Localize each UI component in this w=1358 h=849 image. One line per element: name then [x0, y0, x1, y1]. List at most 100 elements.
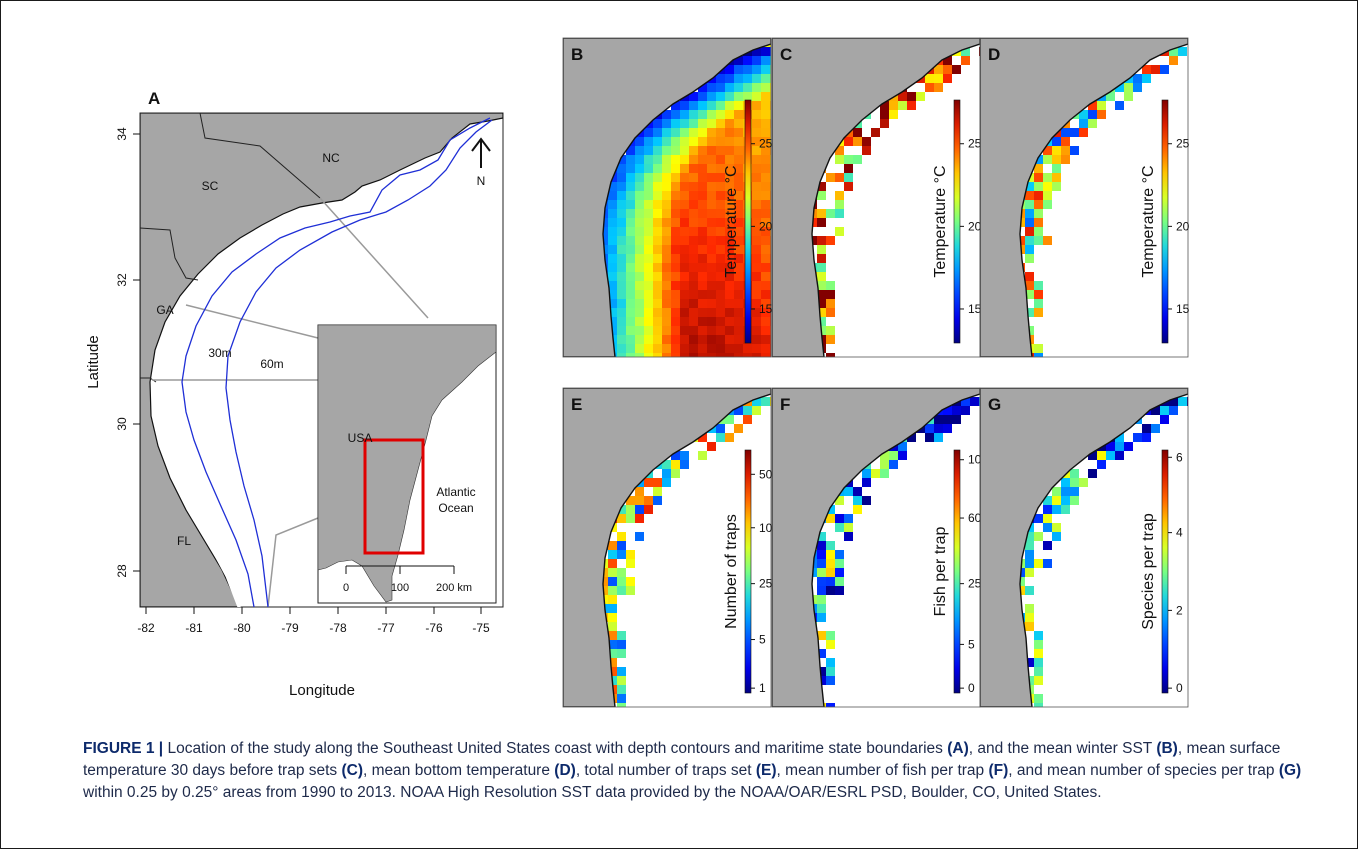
data-cell: [835, 514, 844, 523]
data-cell: [644, 505, 653, 514]
sst-cell: [743, 56, 752, 65]
colorbar-title: Temperature °C: [932, 165, 949, 277]
data-cell: [826, 550, 835, 559]
data-cell: [1034, 200, 1043, 209]
data-cell: [617, 532, 626, 541]
sst-cell: [698, 110, 707, 119]
sst-cell: [770, 218, 771, 227]
sst-cell: [644, 290, 653, 299]
sst-cell: [707, 92, 716, 101]
sst-cell: [662, 173, 671, 182]
sst-cell: [707, 290, 716, 299]
sst-cell: [671, 227, 680, 236]
data-cell: [1061, 146, 1070, 155]
data-cell: [716, 424, 725, 433]
sst-cell: [617, 326, 626, 335]
colorbar-tick-label: 20: [1176, 219, 1190, 233]
sst-cell: [734, 218, 743, 227]
sst-cell: [707, 182, 716, 191]
data-cell: [680, 451, 689, 460]
data-cell: [835, 496, 844, 505]
sst-cell: [734, 254, 743, 263]
sst-cell: [608, 281, 617, 290]
sst-cell: [770, 200, 771, 209]
sst-cell: [734, 290, 743, 299]
data-cell: [817, 290, 826, 299]
colorbar-tick-label: 15: [968, 302, 982, 316]
data-cell: [880, 110, 889, 119]
sst-cell: [689, 236, 698, 245]
data-cell: [1025, 622, 1034, 631]
sst-cell: [707, 209, 716, 218]
colorbar-title: Fish per trap: [932, 526, 949, 616]
sst-cell: [626, 344, 635, 353]
sst-cell: [689, 299, 698, 308]
data-cell: [817, 649, 826, 658]
sst-cell: [698, 308, 707, 317]
sst-cell: [770, 182, 771, 191]
data-cell: [770, 397, 771, 406]
sst-cell: [635, 227, 644, 236]
sst-cell: [716, 353, 725, 357]
data-cell: [826, 586, 835, 595]
data-cell: [635, 487, 644, 496]
sst-cell: [653, 164, 662, 173]
data-cell: [608, 604, 617, 613]
data-cell: [844, 182, 853, 191]
sst-cell: [752, 101, 761, 110]
data-cell: [1034, 236, 1043, 245]
colorbar-tick-label: 0: [968, 681, 975, 695]
data-cell: [817, 568, 826, 577]
sst-cell: [698, 146, 707, 155]
data-cell: [1133, 433, 1142, 442]
sst-cell: [761, 209, 770, 218]
sst-cell: [752, 263, 761, 272]
colorbar: [953, 99, 961, 344]
data-cell: [1034, 191, 1043, 200]
data-cell: [608, 595, 617, 604]
sst-cell: [743, 83, 752, 92]
data-cell: [1034, 218, 1043, 227]
colorbar-tick-label: 25: [1176, 137, 1190, 151]
land-area: [140, 113, 503, 607]
data-cell: [1034, 299, 1043, 308]
data-cell: [1187, 397, 1188, 406]
data-cell: [1115, 101, 1124, 110]
sst-cell: [734, 173, 743, 182]
sst-cell: [653, 137, 662, 146]
sst-cell: [662, 281, 671, 290]
sst-cell: [608, 299, 617, 308]
sst-cell: [680, 200, 689, 209]
data-cell: [880, 101, 889, 110]
sst-cell: [707, 281, 716, 290]
data-cell: [1061, 128, 1070, 137]
sst-cell: [635, 272, 644, 281]
sst-cell: [653, 263, 662, 272]
colorbar-tick-label: 60: [968, 511, 982, 525]
caption-panel-ref: (B): [1156, 740, 1178, 757]
data-cell: [617, 685, 626, 694]
sst-cell: [725, 344, 734, 353]
sst-cell: [671, 353, 680, 357]
sst-cell: [707, 146, 716, 155]
data-cell: [1025, 182, 1034, 191]
data-cell: [644, 478, 653, 487]
data-cell: [617, 631, 626, 640]
sst-cell: [698, 182, 707, 191]
sst-cell: [707, 191, 716, 200]
sst-cell: [752, 191, 761, 200]
data-cell: [907, 101, 916, 110]
data-cell: [1079, 478, 1088, 487]
sst-cell: [752, 146, 761, 155]
sst-cell: [725, 119, 734, 128]
data-cell: [1169, 56, 1178, 65]
sst-cell: [671, 164, 680, 173]
sst-cell: [689, 110, 698, 119]
sst-cell: [617, 344, 626, 353]
data-cell: [1097, 451, 1106, 460]
data-cell: [934, 83, 943, 92]
sst-cell: [644, 164, 653, 173]
sst-cell: [770, 110, 771, 119]
sst-cell: [725, 155, 734, 164]
sst-cell: [653, 227, 662, 236]
